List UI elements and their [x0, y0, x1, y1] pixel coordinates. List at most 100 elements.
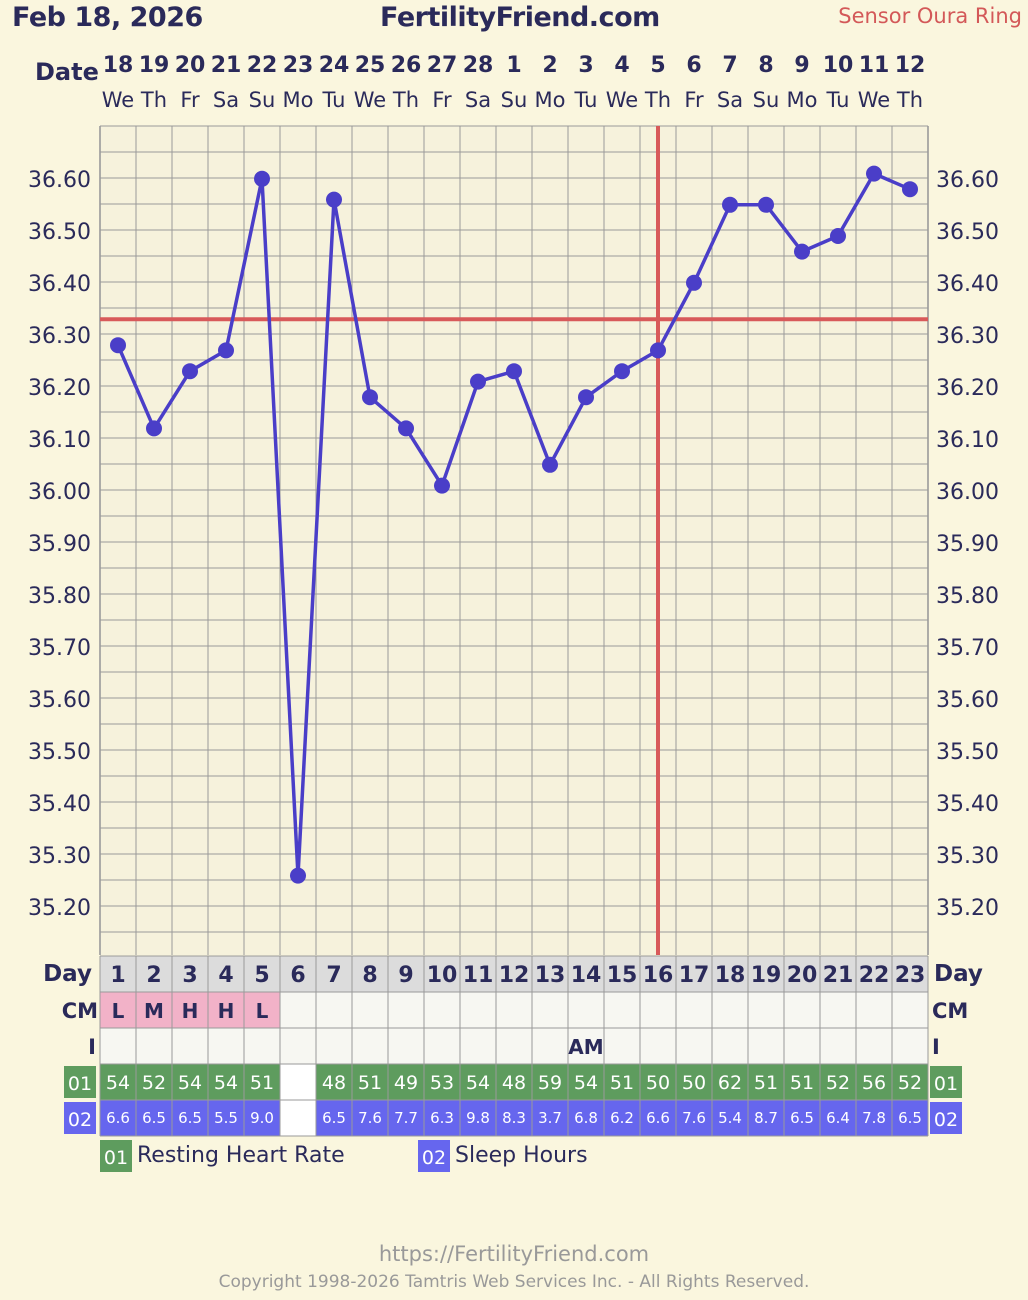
- sleep-cell: [136, 1100, 172, 1136]
- date-label: 3: [578, 53, 593, 78]
- sleep-cell: [712, 1100, 748, 1136]
- temperature-point: [830, 228, 846, 244]
- date-label: 4: [614, 53, 629, 78]
- temperature-point: [470, 373, 486, 390]
- rhr-cell: [460, 1064, 496, 1100]
- sleep-cell: [352, 1100, 388, 1136]
- weekday-label: Th: [896, 88, 923, 112]
- temperature-point: [398, 420, 414, 437]
- temperature-point: [758, 196, 774, 213]
- weekday-label: Fr: [684, 88, 704, 112]
- sleep-value: 6.3: [430, 1109, 454, 1127]
- cm-value: H: [182, 999, 199, 1023]
- y-tick-label: 36.50: [28, 220, 91, 245]
- sleep-cell: [856, 1100, 892, 1136]
- y-tick-label: 35.60: [28, 688, 91, 713]
- rhr-cell: [352, 1064, 388, 1100]
- y-tick-label: 35.50: [28, 740, 91, 765]
- weekday-label: Su: [501, 88, 528, 112]
- y-tick-label: 35.20: [28, 896, 91, 921]
- cm-value: L: [256, 999, 269, 1023]
- date-label: 2: [542, 53, 557, 78]
- rhr-value: 53: [430, 1072, 454, 1094]
- weekday-label: Fr: [432, 88, 452, 112]
- legend-code: 02: [422, 1147, 446, 1169]
- weekday-label: We: [354, 88, 386, 112]
- y-tick-label: 35.30: [28, 844, 91, 869]
- legend-swatch: [100, 1140, 132, 1172]
- rhr-cell: [604, 1064, 640, 1100]
- rhr-value: 51: [754, 1072, 778, 1094]
- cm-cell: [100, 992, 136, 1028]
- sleep-value: 3.7: [538, 1109, 562, 1127]
- date-label: 9: [794, 53, 809, 78]
- temperature-point: [506, 363, 522, 380]
- sleep-cell: [784, 1100, 820, 1136]
- rhr-value: 51: [790, 1072, 814, 1094]
- temperature-point: [650, 342, 666, 359]
- sleep-cell: [496, 1100, 532, 1136]
- footer-copyright: Copyright 1998-2026 Tamtris Web Services…: [218, 1272, 810, 1292]
- weekday-label: Su: [249, 88, 276, 112]
- date-label: 20: [175, 53, 206, 78]
- date-label: 7: [722, 53, 737, 78]
- cycle-day-label: 3: [182, 963, 197, 988]
- y-tick-label: 36.20: [936, 376, 999, 401]
- rhr-value: 62: [718, 1072, 742, 1094]
- rhr-code-badge-text: 01: [934, 1073, 958, 1095]
- sleep-value: 6.2: [610, 1109, 634, 1127]
- sleep-code-badge-text: 02: [934, 1109, 958, 1131]
- sleep-value: 8.3: [502, 1109, 526, 1127]
- weekday-label: We: [606, 88, 638, 112]
- y-tick-label: 35.70: [28, 636, 91, 661]
- rhr-cell: [532, 1064, 568, 1100]
- rhr-value: 54: [214, 1072, 238, 1094]
- weekday-label: Mo: [535, 88, 566, 112]
- y-tick-label: 36.50: [936, 220, 999, 245]
- sleep-cell: [604, 1100, 640, 1136]
- sleep-value: 6.5: [790, 1109, 814, 1127]
- cycle-day-label: 1: [110, 963, 125, 988]
- weekday-label: Sa: [717, 88, 743, 112]
- cycle-day-label: 7: [326, 963, 341, 988]
- y-tick-label: 35.50: [936, 740, 999, 765]
- sleep-value: 8.7: [754, 1109, 778, 1127]
- cycle-day-label: 5: [254, 963, 269, 988]
- date-label: 23: [283, 53, 314, 78]
- rhr-value: 54: [106, 1072, 130, 1094]
- footer-url[interactable]: https://FertilityFriend.com: [378, 1242, 650, 1266]
- date-label: 18: [103, 53, 134, 78]
- weekday-label: Mo: [787, 88, 818, 112]
- temperature-point: [182, 363, 198, 380]
- sleep-cell: [100, 1100, 136, 1136]
- rhr-value: 49: [394, 1072, 418, 1094]
- weekday-label: We: [102, 88, 134, 112]
- sleep-value: 6.5: [178, 1109, 202, 1127]
- rhr-value: 54: [178, 1072, 202, 1094]
- sleep-code-badge: [64, 1102, 96, 1134]
- rhr-cell: [100, 1064, 136, 1100]
- day-row-label: Day: [934, 961, 983, 987]
- rhr-cell: [496, 1064, 532, 1100]
- rhr-cell: [208, 1064, 244, 1100]
- sleep-value: 6.5: [322, 1109, 346, 1127]
- cycle-day-label: 14: [571, 963, 602, 988]
- rhr-cell: [388, 1064, 424, 1100]
- cycle-day-label: 15: [607, 963, 638, 988]
- site-title[interactable]: FertilityFriend.com: [380, 2, 660, 33]
- sleep-value: 6.8: [574, 1109, 598, 1127]
- date-label: 10: [823, 53, 854, 78]
- y-tick-label: 36.30: [28, 324, 91, 349]
- i-row-label: I: [932, 1035, 940, 1059]
- y-tick-label: 35.70: [936, 636, 999, 661]
- cycle-day-label: 18: [715, 963, 746, 988]
- sleep-value: 6.5: [898, 1109, 922, 1127]
- y-tick-label: 36.00: [936, 480, 999, 505]
- date-label: 8: [758, 53, 773, 78]
- cycle-day-label: 23: [895, 963, 926, 988]
- y-tick-label: 36.40: [936, 272, 999, 297]
- rhr-cell: [892, 1064, 928, 1100]
- sleep-code-badge: [930, 1102, 962, 1134]
- weekday-label: Sa: [213, 88, 239, 112]
